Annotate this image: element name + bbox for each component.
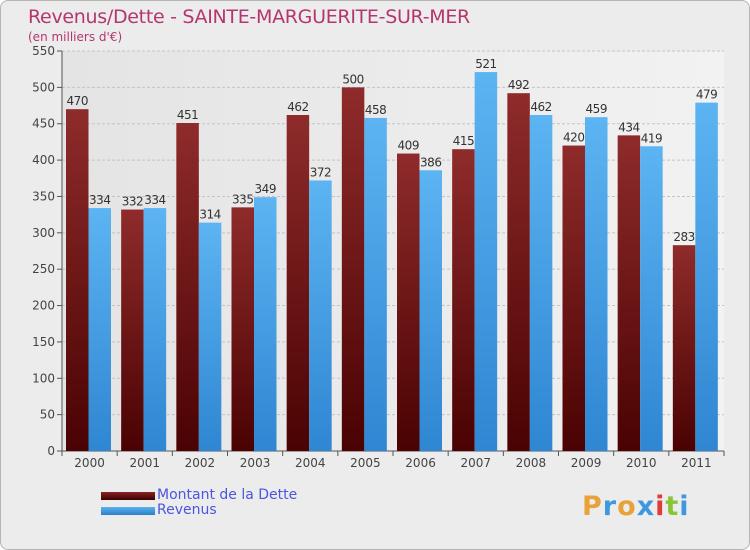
data-label-revenue-2004: 372 <box>310 165 331 179</box>
data-label-debt-2011: 283 <box>673 230 694 244</box>
data-label-revenue-2007: 521 <box>475 57 496 71</box>
y-tick-label: 50 <box>40 408 55 422</box>
bar-revenue-2000 <box>88 208 111 451</box>
plot-area <box>62 51 724 451</box>
data-label-debt-2006: 409 <box>398 139 419 153</box>
y-tick-label: 100 <box>32 371 55 385</box>
y-tick-label: 200 <box>32 299 55 313</box>
data-label-debt-2001: 332 <box>122 195 143 209</box>
legend-label-debt: Montant de la Dette <box>157 487 298 503</box>
data-label-revenue-2010: 419 <box>641 131 662 145</box>
bar-debt-2004 <box>286 115 310 451</box>
logo-letter: r <box>602 491 618 522</box>
y-tick-label: 500 <box>32 80 55 94</box>
data-label-debt-2000: 470 <box>67 94 88 108</box>
y-tick-label: 350 <box>32 189 55 203</box>
data-label-revenue-2000: 334 <box>89 193 110 207</box>
bar-debt-2010 <box>617 135 641 451</box>
data-label-debt-2010: 434 <box>618 120 639 134</box>
x-tick-label: 2004 <box>295 456 326 470</box>
data-label-debt-2008: 492 <box>508 78 529 92</box>
data-label-revenue-2011: 479 <box>696 88 717 102</box>
x-tick-label: 2011 <box>681 456 712 470</box>
x-tick-label: 2008 <box>516 456 547 470</box>
x-tick-label: 2009 <box>571 456 602 470</box>
data-label-debt-2009: 420 <box>563 131 584 145</box>
bar-revenue-2002 <box>198 222 222 451</box>
y-tick-label: 250 <box>32 262 55 276</box>
data-label-revenue-2008: 462 <box>530 100 551 114</box>
data-label-revenue-2003: 349 <box>255 182 276 196</box>
y-tick-label: 0 <box>47 444 55 458</box>
bar-revenue-2003 <box>254 197 277 451</box>
legend-swatch-revenue <box>101 507 155 515</box>
logo-letter: i <box>679 491 690 522</box>
data-label-revenue-2009: 459 <box>586 102 607 116</box>
x-tick-label: 2006 <box>405 456 436 470</box>
bar-revenue-2001 <box>143 208 167 451</box>
bar-debt-2011 <box>672 245 696 451</box>
x-tick-label: 2003 <box>240 456 271 470</box>
bar-debt-2008 <box>507 93 530 451</box>
logo-letter: o <box>617 491 637 522</box>
proxiti-logo: Proxiti <box>582 491 690 522</box>
bar-revenue-2006 <box>419 170 442 452</box>
x-tick-label: 2001 <box>129 456 160 470</box>
data-label-revenue-2001: 334 <box>144 193 165 207</box>
data-label-debt-2003: 335 <box>232 192 253 206</box>
bar-debt-2009 <box>562 145 585 451</box>
y-tick-label: 300 <box>32 226 55 240</box>
x-tick-label: 2005 <box>350 456 381 470</box>
y-tick-label: 550 <box>32 44 55 58</box>
logo-letter: t <box>665 491 680 522</box>
data-label-revenue-2006: 386 <box>420 155 441 169</box>
bar-debt-2007 <box>452 149 475 451</box>
logo-letter: x <box>636 491 656 522</box>
bar-revenue-2005 <box>364 117 387 451</box>
bar-debt-2005 <box>341 87 365 451</box>
x-tick-label: 2002 <box>185 456 216 470</box>
data-label-debt-2002: 451 <box>177 108 198 122</box>
y-tick-label: 150 <box>32 335 55 349</box>
bar-revenue-2009 <box>585 117 608 451</box>
bar-revenue-2004 <box>309 180 332 452</box>
bar-revenue-2010 <box>640 146 663 452</box>
bar-debt-2001 <box>121 209 144 451</box>
bar-debt-2003 <box>231 207 254 451</box>
data-label-debt-2005: 500 <box>342 72 363 86</box>
y-tick-label: 400 <box>32 153 55 167</box>
bar-revenue-2007 <box>474 72 498 451</box>
legend-swatch-debt <box>101 492 155 500</box>
bar-debt-2000 <box>66 109 89 451</box>
x-tick-label: 2000 <box>74 456 105 470</box>
logo-letter: i <box>655 491 666 522</box>
chart-title: Revenus/Dette - SAINTE-MARGUERITE-SUR-ME… <box>28 6 470 28</box>
legend-label-revenue: Revenus <box>157 502 217 518</box>
data-label-debt-2004: 462 <box>287 100 308 114</box>
logo-letter: P <box>582 491 603 522</box>
x-tick-label: 2007 <box>460 456 491 470</box>
x-tick-label: 2010 <box>626 456 657 470</box>
data-label-revenue-2005: 458 <box>365 103 386 117</box>
bar-debt-2002 <box>176 123 199 451</box>
data-label-revenue-2002: 314 <box>199 208 220 222</box>
data-label-debt-2007: 415 <box>453 134 474 148</box>
y-tick-label: 450 <box>32 117 55 131</box>
bar-revenue-2008 <box>529 115 553 451</box>
chart-subtitle: (en milliers d'€) <box>28 30 123 44</box>
bar-debt-2006 <box>397 153 420 451</box>
bar-revenue-2011 <box>695 102 718 452</box>
